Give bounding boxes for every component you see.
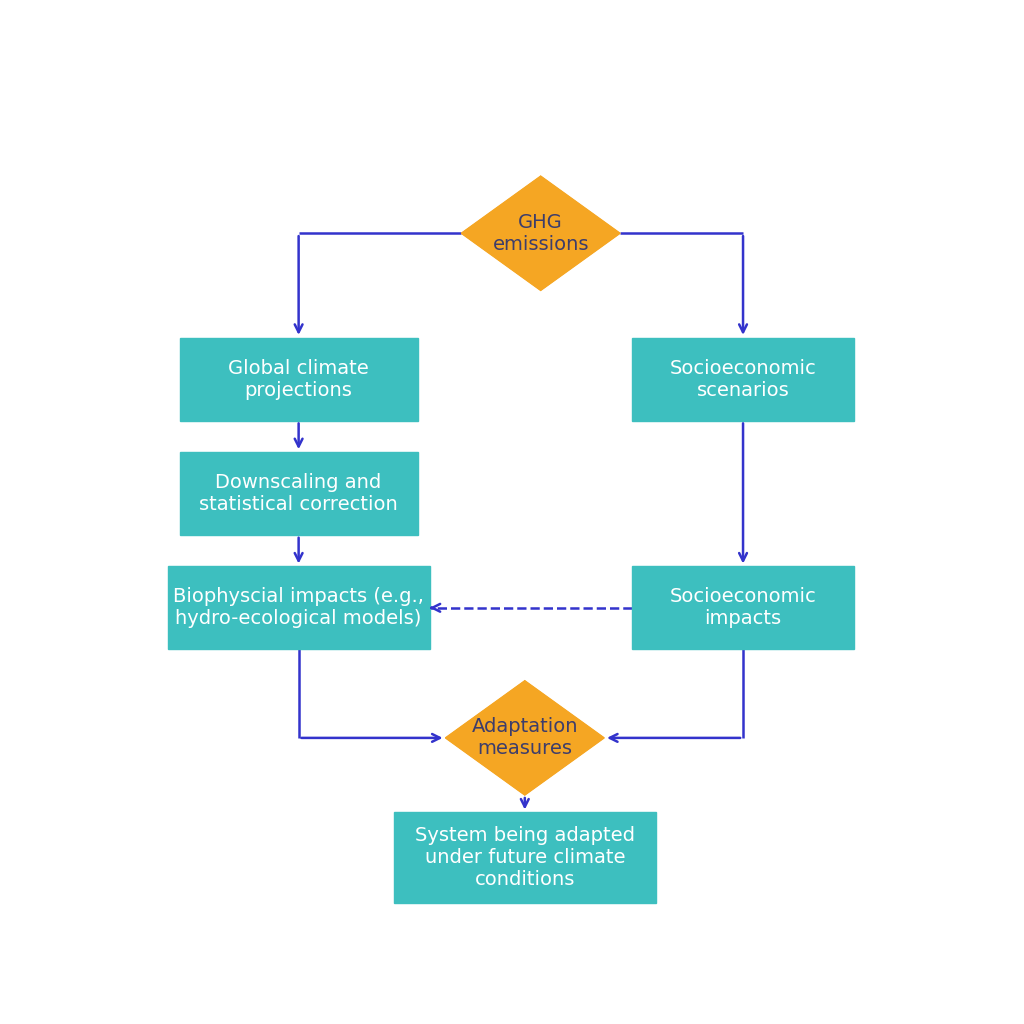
FancyBboxPatch shape xyxy=(168,566,430,649)
Polygon shape xyxy=(462,176,620,291)
FancyBboxPatch shape xyxy=(632,566,854,649)
Text: Socioeconomic
scenarios: Socioeconomic scenarios xyxy=(670,358,816,399)
FancyBboxPatch shape xyxy=(632,338,854,421)
Polygon shape xyxy=(445,681,604,795)
FancyBboxPatch shape xyxy=(394,812,655,903)
FancyBboxPatch shape xyxy=(179,338,418,421)
Text: Socioeconomic
impacts: Socioeconomic impacts xyxy=(670,588,816,629)
Text: Adaptation
measures: Adaptation measures xyxy=(471,718,579,759)
Text: Global climate
projections: Global climate projections xyxy=(228,358,369,399)
Text: Biophyscial impacts (e.g.,
hydro-ecological models): Biophyscial impacts (e.g., hydro-ecologi… xyxy=(173,588,424,629)
Text: System being adapted
under future climate
conditions: System being adapted under future climat… xyxy=(415,826,635,889)
FancyBboxPatch shape xyxy=(179,452,418,535)
Text: GHG
emissions: GHG emissions xyxy=(493,213,589,254)
Text: Downscaling and
statistical correction: Downscaling and statistical correction xyxy=(200,473,398,514)
